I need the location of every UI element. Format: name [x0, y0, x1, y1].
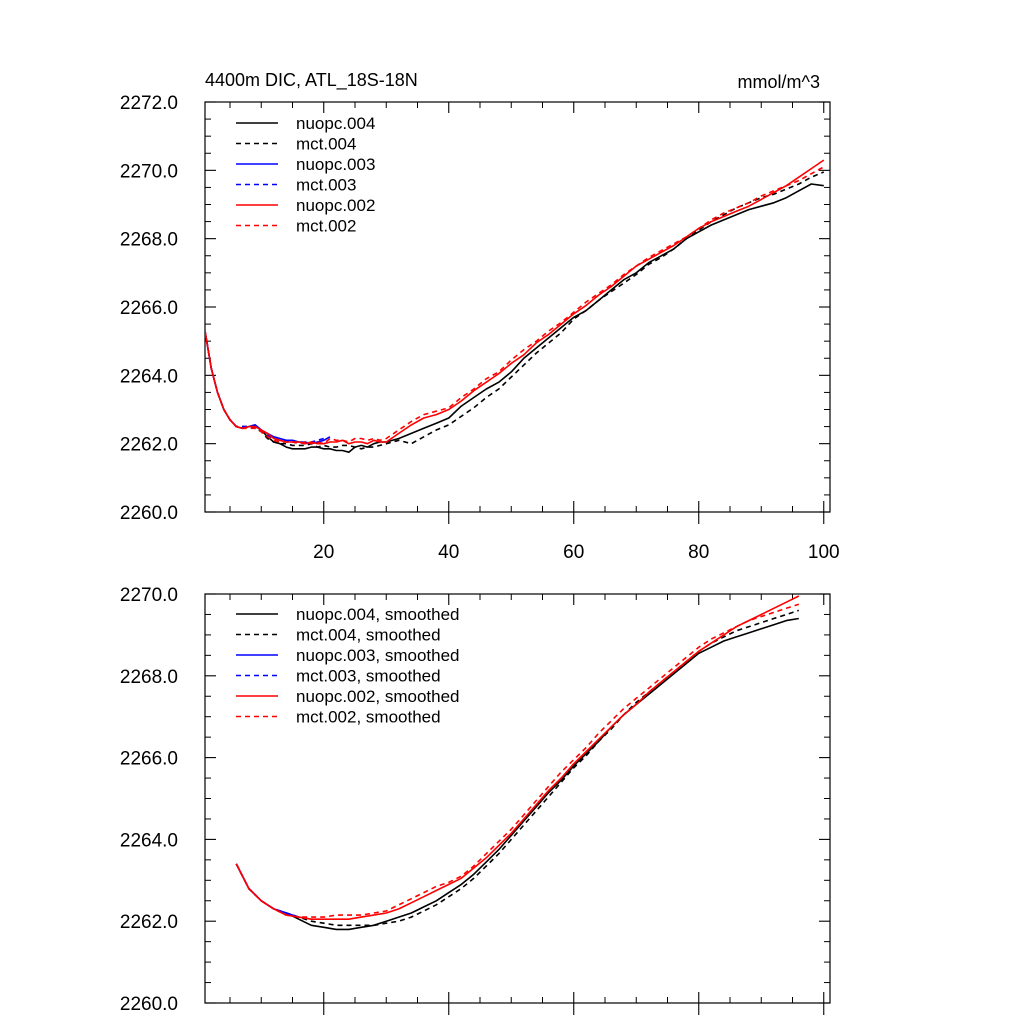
y-tick-label: 2266.0 [120, 298, 178, 319]
legend-entry: mct.004 [296, 135, 356, 154]
y-tick-label: 2260.0 [120, 503, 178, 524]
series-line-nuopc-004-smoothed [235, 617, 799, 931]
legend-entry: nuopc.002, smoothed [296, 687, 460, 706]
y-tick-label: 2272.0 [120, 93, 178, 114]
series-group [235, 595, 800, 931]
series-line-mct-003 [205, 330, 325, 445]
legend-entry: nuopc.004, smoothed [296, 605, 460, 624]
y-tick-label: 2262.0 [120, 435, 178, 456]
series-line-mct-004-smoothed [235, 609, 800, 927]
series-line-mct-002-smoothed [235, 603, 800, 918]
x-tick-label: 80 [688, 542, 709, 563]
y-tick-label: 2262.0 [120, 912, 178, 933]
legend-entry: nuopc.003 [296, 155, 375, 174]
x-tick-label: 40 [438, 542, 459, 563]
series-line-mct-003-smoothed [235, 863, 300, 918]
y-tick-label: 2264.0 [120, 366, 178, 387]
chart-title: 4400m DIC, ATL_18S-18N [205, 70, 418, 91]
series-line-nuopc-002-smoothed [235, 595, 800, 921]
x-tick-label: 20 [313, 542, 334, 563]
y-tick-label: 2268.0 [120, 230, 178, 251]
units-label: mmol/m^3 [738, 72, 820, 92]
bottom-panel: 2260.0 2262.0 2264.0 2266.0 2268.0 2270.0 nuop… [120, 585, 831, 1015]
series-group [205, 159, 825, 454]
y-tick-label: 2264.0 [120, 830, 178, 851]
legend-entry: mct.002, smoothed [296, 708, 441, 727]
series-line-nuopc-003 [205, 330, 331, 445]
legend-entry: mct.003, smoothed [296, 667, 441, 686]
legend-entry: nuopc.003, smoothed [296, 646, 460, 665]
series-line-nuopc-003-smoothed [235, 863, 300, 918]
x-tick-label: 60 [563, 542, 584, 563]
legend-entry: mct.004, smoothed [296, 626, 441, 645]
legend-entry: mct.002 [296, 217, 356, 236]
series-line-nuopc-004 [205, 183, 824, 454]
y-tick-label: 2270.0 [120, 161, 178, 182]
x-tick-label: 100 [808, 542, 840, 563]
legend-entry: mct.003 [296, 176, 356, 195]
series-line-mct-004 [205, 171, 825, 450]
top-panel: 20 40 60 80 100 2260.0 2262.0 2264.0 2266.0 2268.… [120, 93, 840, 563]
series-line-mct-002 [205, 166, 825, 445]
legend-entry: nuopc.002 [296, 196, 375, 215]
y-tick-label: 2260.0 [120, 994, 178, 1015]
y-tick-label: 2266.0 [120, 749, 178, 770]
legend-entry: nuopc.004 [296, 114, 375, 133]
y-tick-label: 2268.0 [120, 667, 178, 688]
y-tick-label: 2270.0 [120, 585, 178, 606]
